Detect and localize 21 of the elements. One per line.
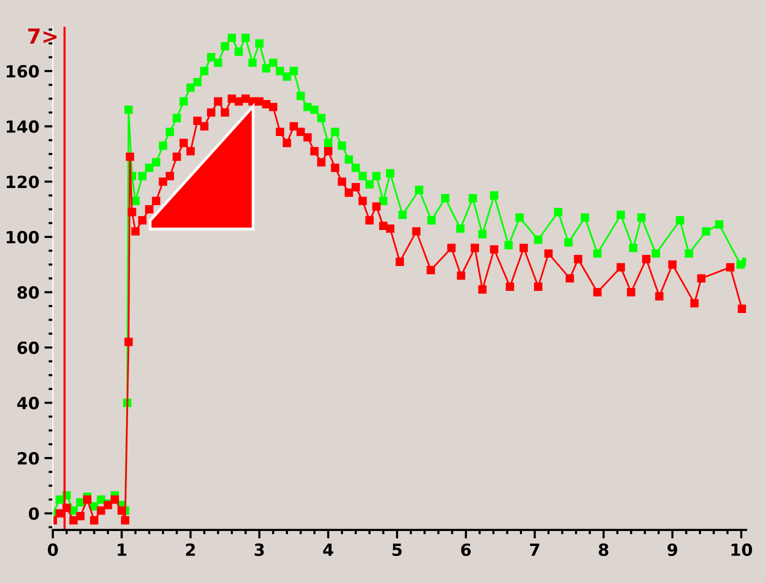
y-tick-label: 120	[6, 176, 39, 188]
x-tick-label: 6	[461, 543, 471, 556]
x-tick-label: 4	[323, 544, 334, 556]
x-tick-label: 8	[598, 543, 608, 556]
x-tick-label: 3	[254, 543, 264, 556]
x-tick-label: 5	[392, 544, 402, 556]
x-tick-label: 0	[48, 543, 58, 556]
y-tick-label: 20	[18, 452, 39, 465]
y-tick-label: 60	[18, 341, 39, 354]
y-tick-label: 160	[6, 65, 39, 78]
y-tick-label: 40	[17, 396, 39, 410]
x-tick-label: 1	[118, 544, 126, 556]
annotation: 7>	[28, 28, 57, 44]
y-tick-label: 140	[6, 120, 39, 133]
y-tick-label: 100	[6, 230, 39, 244]
x-tick-label: 2	[186, 543, 195, 556]
x-tick-label: 9	[667, 543, 678, 556]
x-tick-label: 7	[530, 544, 540, 556]
y-tick-label: 0	[28, 507, 39, 520]
x-tick-label: 10	[732, 543, 752, 556]
y-tick-label: 80	[17, 286, 39, 299]
